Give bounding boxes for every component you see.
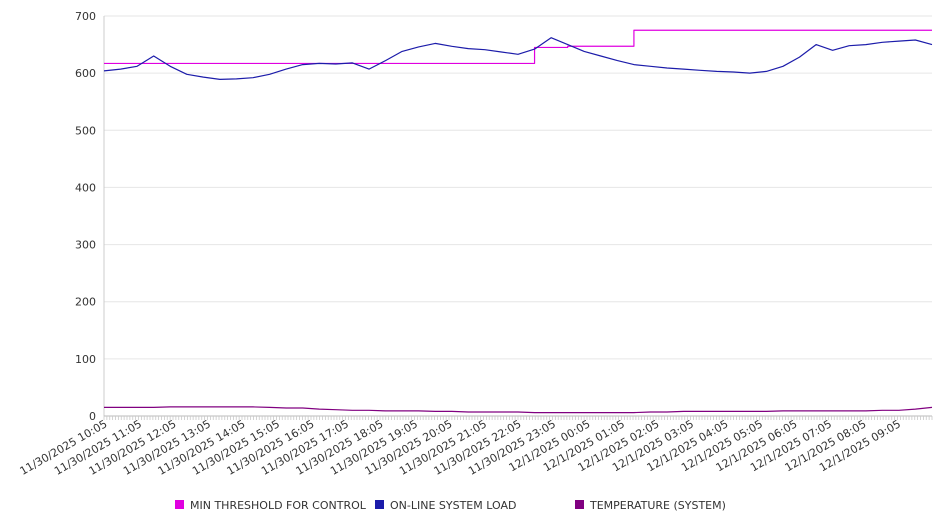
y-tick-label: 100 <box>75 353 96 366</box>
y-tick-label: 200 <box>75 296 96 309</box>
series-line-0 <box>104 29 932 65</box>
y-tick-label: 700 <box>75 10 96 23</box>
legend: MIN THRESHOLD FOR CONTROL ON-LINE SYSTEM … <box>175 499 726 512</box>
series-line-2 <box>104 406 933 414</box>
legend-label: MIN THRESHOLD FOR CONTROL <box>190 499 367 512</box>
legend-label: TEMPERATURE (SYSTEM) <box>589 499 726 512</box>
series-lines <box>103 29 933 414</box>
legend-label: ON-LINE SYSTEM LOAD <box>390 499 516 512</box>
y-axis: 0 100 200 300 400 500 600 700 <box>75 10 105 423</box>
legend-swatch <box>175 500 184 509</box>
y-tick-label: 500 <box>75 124 96 137</box>
series-line-1 <box>103 37 933 80</box>
grid-lines <box>104 15 932 417</box>
legend-swatch <box>575 500 584 509</box>
y-tick-label: 300 <box>75 239 96 252</box>
y-tick-label: 400 <box>75 181 96 194</box>
y-tick-label: 0 <box>89 410 96 423</box>
legend-swatch <box>375 500 384 509</box>
y-tick-label: 600 <box>75 67 96 80</box>
